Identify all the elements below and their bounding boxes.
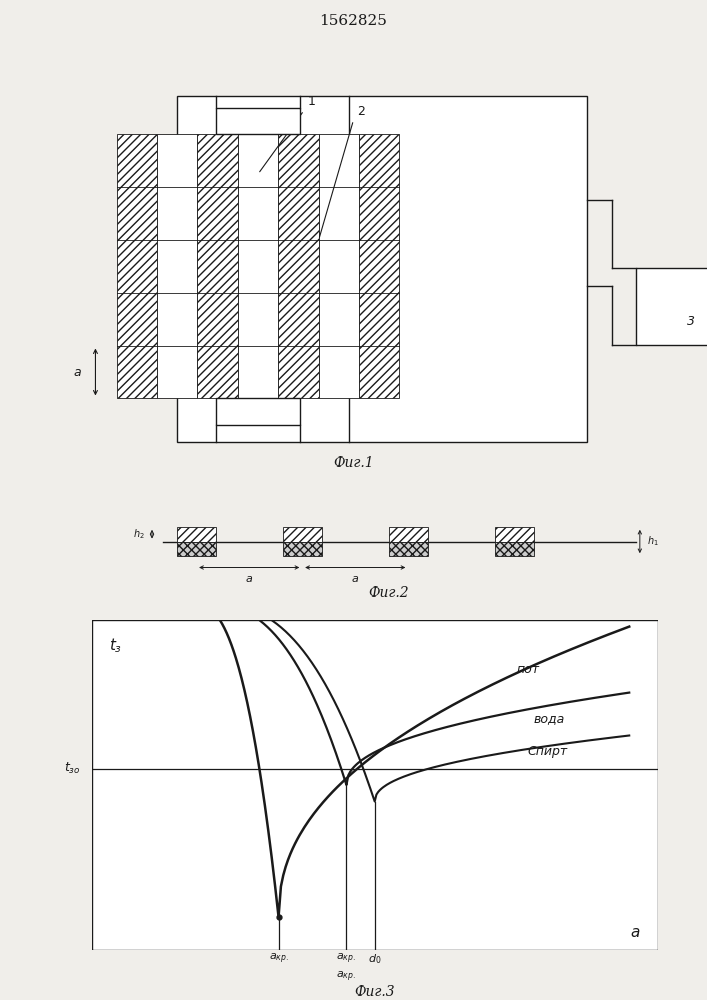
Text: Фиг.3: Фиг.3	[354, 985, 395, 999]
Bar	[177, 542, 216, 556]
Bar	[495, 542, 534, 556]
Text: 1562825: 1562825	[320, 14, 387, 28]
Bar	[495, 527, 534, 542]
Bar	[319, 134, 359, 398]
Bar	[177, 96, 587, 442]
Bar	[283, 527, 322, 542]
Text: $a_{кр.}$: $a_{кр.}$	[337, 952, 356, 966]
Bar	[389, 542, 428, 556]
Text: 3: 3	[687, 315, 696, 328]
Text: вода: вода	[533, 712, 564, 726]
Bar	[197, 134, 238, 398]
Text: Фиг.2: Фиг.2	[368, 586, 409, 600]
Bar	[636, 268, 707, 345]
Text: пот: пот	[516, 663, 539, 676]
Text: $t_з$: $t_з$	[109, 637, 122, 655]
Bar	[359, 134, 399, 398]
Text: Спирт: Спирт	[527, 746, 568, 758]
Bar	[117, 134, 157, 398]
Text: $h_1$: $h_1$	[647, 535, 659, 548]
Text: $t_{зо}$: $t_{зо}$	[64, 761, 81, 776]
Text: $d_0$: $d_0$	[368, 952, 382, 966]
Text: a: a	[74, 365, 81, 378]
Bar	[283, 542, 322, 556]
Text: $a_{кр.}$: $a_{кр.}$	[269, 952, 288, 966]
Bar	[238, 134, 279, 398]
Bar	[389, 527, 428, 542]
Text: $h_2$: $h_2$	[133, 527, 145, 541]
Text: a: a	[352, 574, 358, 584]
Text: a: a	[246, 574, 252, 584]
Text: $a_{кр.}$: $a_{кр.}$	[337, 970, 356, 984]
Text: 2: 2	[357, 105, 365, 118]
Bar	[216, 398, 300, 425]
Text: 1: 1	[308, 95, 315, 108]
Bar	[157, 134, 197, 398]
Bar	[177, 527, 216, 542]
Text: Фиг.1: Фиг.1	[333, 456, 374, 470]
Bar	[279, 134, 319, 398]
Text: $a$: $a$	[630, 925, 641, 940]
Bar	[216, 108, 300, 134]
